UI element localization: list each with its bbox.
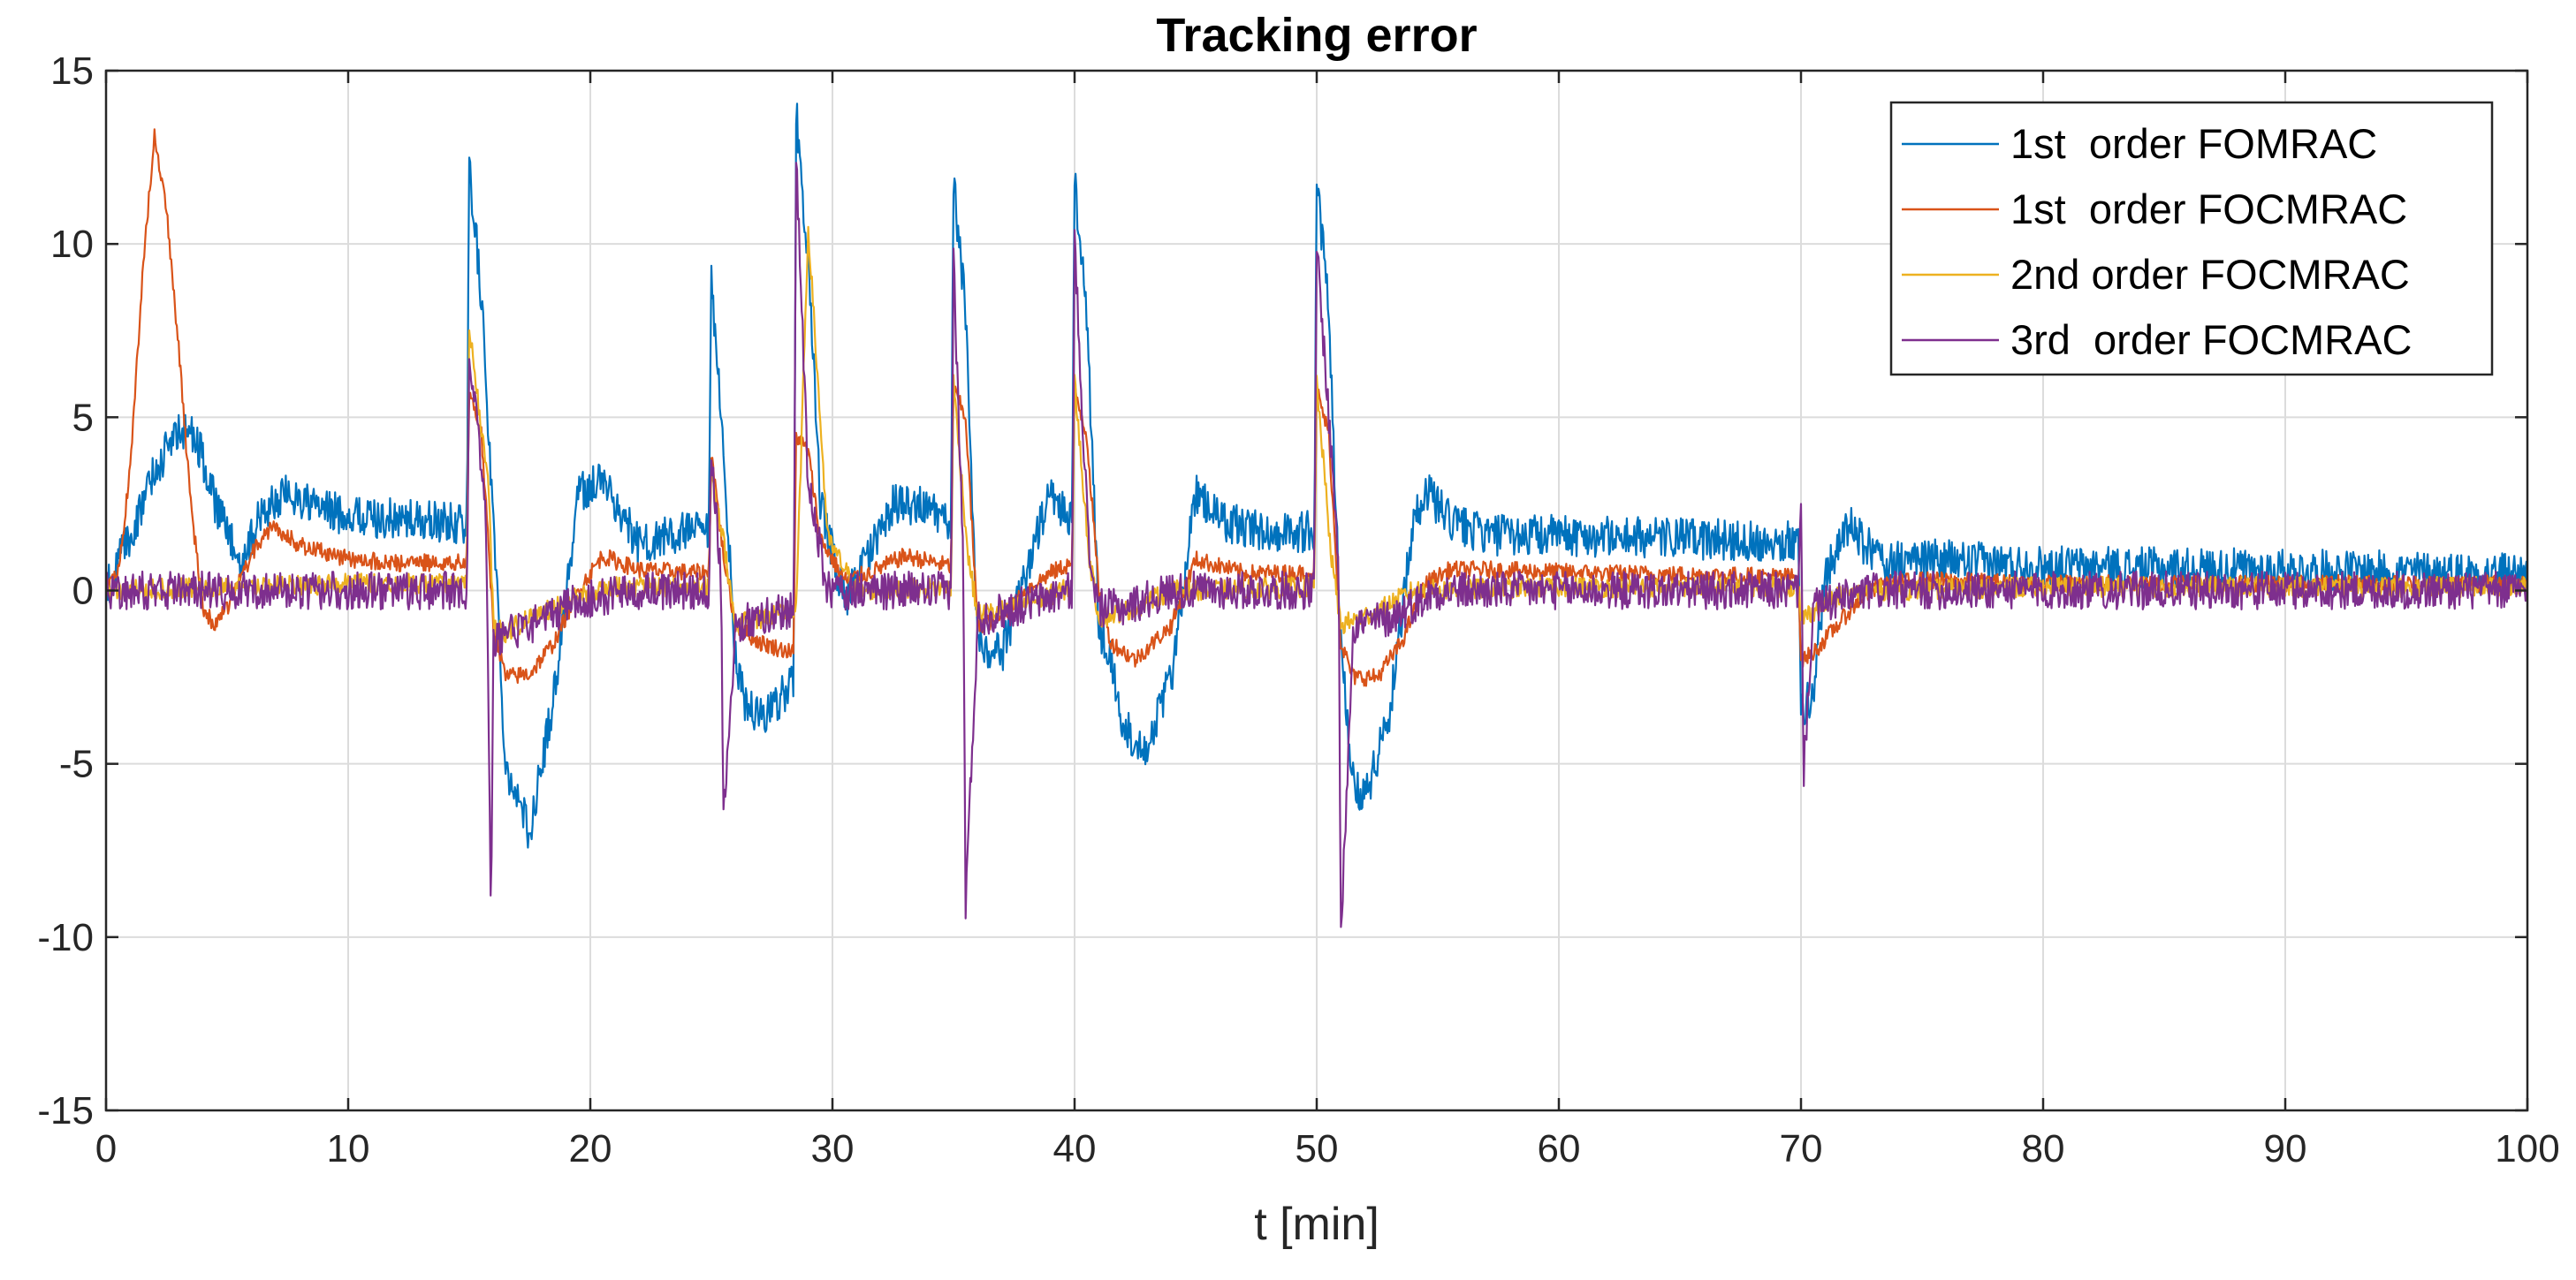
x-tick-label: 0 <box>95 1127 117 1170</box>
y-tick-label: 15 <box>50 49 94 93</box>
x-tick-label: 20 <box>569 1127 612 1170</box>
x-tick-label: 70 <box>1780 1127 1823 1170</box>
y-tick-label: -15 <box>37 1089 94 1132</box>
x-axis-label: t [min] <box>1254 1199 1379 1250</box>
legend-label-3: 2nd order FOCMRAC <box>2010 251 2410 298</box>
x-tick-label: 40 <box>1053 1127 1097 1170</box>
x-tick-label: 100 <box>2495 1127 2559 1170</box>
legend-box <box>1889 101 2494 376</box>
y-tick-label: -10 <box>37 916 94 959</box>
y-tick-label: 10 <box>50 223 94 266</box>
series-line-4 <box>106 162 2527 928</box>
ticks <box>104 69 2529 1112</box>
x-tick-label: 50 <box>1296 1127 1339 1170</box>
legend-label-2: 1st order FOCMRAC <box>2010 186 2407 232</box>
x-tick-label: 10 <box>327 1127 370 1170</box>
y-tick-label: -5 <box>59 743 94 786</box>
legend-label-1: 1st order FOMRAC <box>2010 120 2377 167</box>
x-tick-labels: 0 10 20 30 40 50 60 70 80 90 100 <box>95 1127 2560 1170</box>
x-tick-label: 30 <box>811 1127 855 1170</box>
x-tick-label: 90 <box>2264 1127 2307 1170</box>
y-tick-label: 5 <box>72 396 94 439</box>
chart-title: Tracking error <box>1156 9 1477 62</box>
y-tick-label: 0 <box>72 570 94 613</box>
x-tick-label: 60 <box>1538 1127 1581 1170</box>
series-group <box>106 102 2527 928</box>
y-tick-labels: -15 -10 -5 0 5 10 15 <box>37 49 94 1132</box>
legend-label-4: 3rd order FOCMRAC <box>2010 316 2412 363</box>
legend: 1st order FOMRAC 1st order FOCMRAC 2nd ord… <box>1889 101 2494 376</box>
x-tick-label: 80 <box>2022 1127 2065 1170</box>
